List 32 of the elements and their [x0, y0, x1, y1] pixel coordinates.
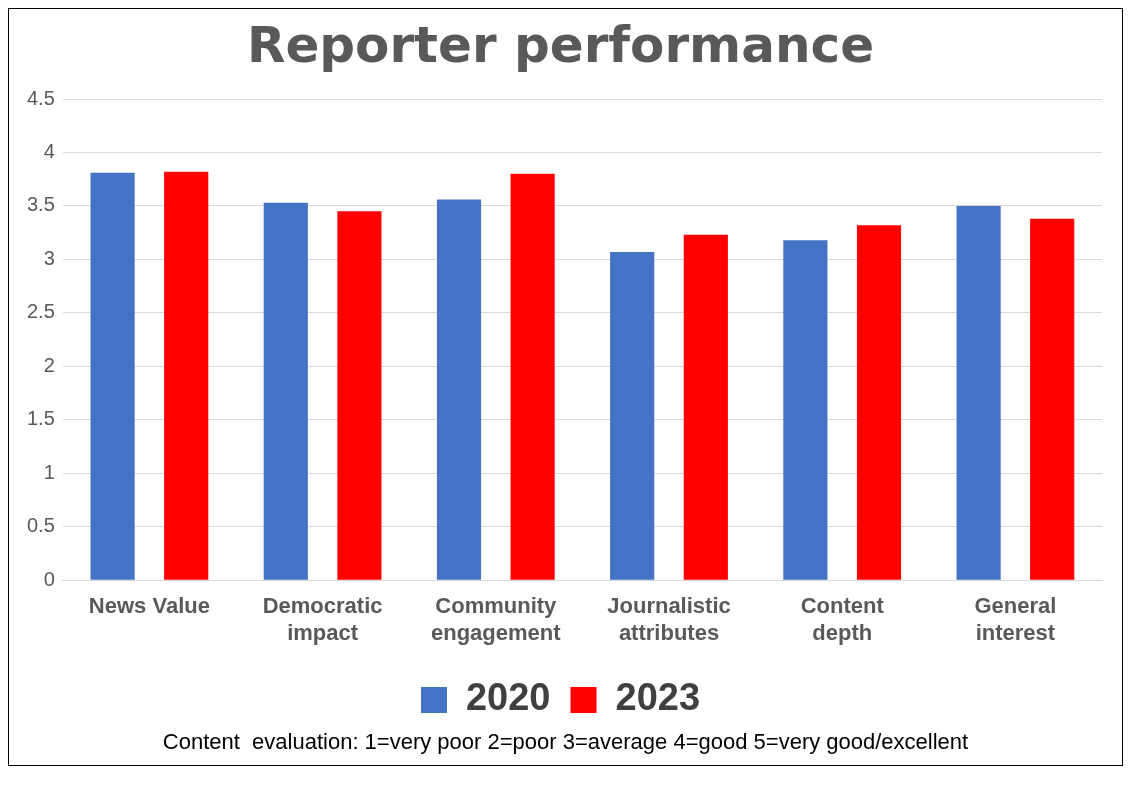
legend-label: 2020	[465, 676, 551, 719]
x-tick-label: Content depth	[800, 593, 885, 645]
bar	[956, 205, 1001, 580]
bar	[783, 240, 828, 580]
y-tick-label: 4.5	[26, 86, 55, 109]
text: Content evaluation: 1=very poor 2=poor 3=average 4=good 5=very good/excellent	[161, 729, 970, 756]
y-tick-label: 3.5	[26, 193, 55, 216]
x-tick-label: Community engagement	[431, 593, 562, 645]
bar	[856, 225, 902, 580]
x-tick-label: General interest	[974, 593, 1057, 645]
y-tick-label: 1.5	[26, 407, 55, 430]
bar	[337, 211, 382, 580]
y-tick-label: 2.5	[26, 300, 55, 323]
y-tick-label: 1	[43, 460, 55, 483]
x-tick-label: Democratic impact	[262, 593, 383, 645]
y-tick-label: 4	[43, 139, 55, 162]
bar	[90, 172, 135, 580]
chart-title: Reporter performance	[246, 15, 875, 74]
y-tick-label: 2	[43, 353, 55, 376]
bar	[436, 199, 482, 580]
bar	[263, 202, 308, 580]
bar	[510, 173, 555, 580]
y-tick-label: 0.5	[26, 514, 55, 537]
x-tick-label: Journalistic attributes	[607, 593, 731, 645]
bar	[164, 171, 209, 580]
bar	[683, 234, 728, 580]
x-tick-label: News Value	[88, 593, 210, 619]
y-tick-label: 0	[43, 567, 55, 590]
bar	[610, 251, 655, 580]
y-tick-label: 3	[43, 246, 55, 269]
bar	[1030, 218, 1075, 580]
legend-label: 2023	[615, 676, 701, 719]
